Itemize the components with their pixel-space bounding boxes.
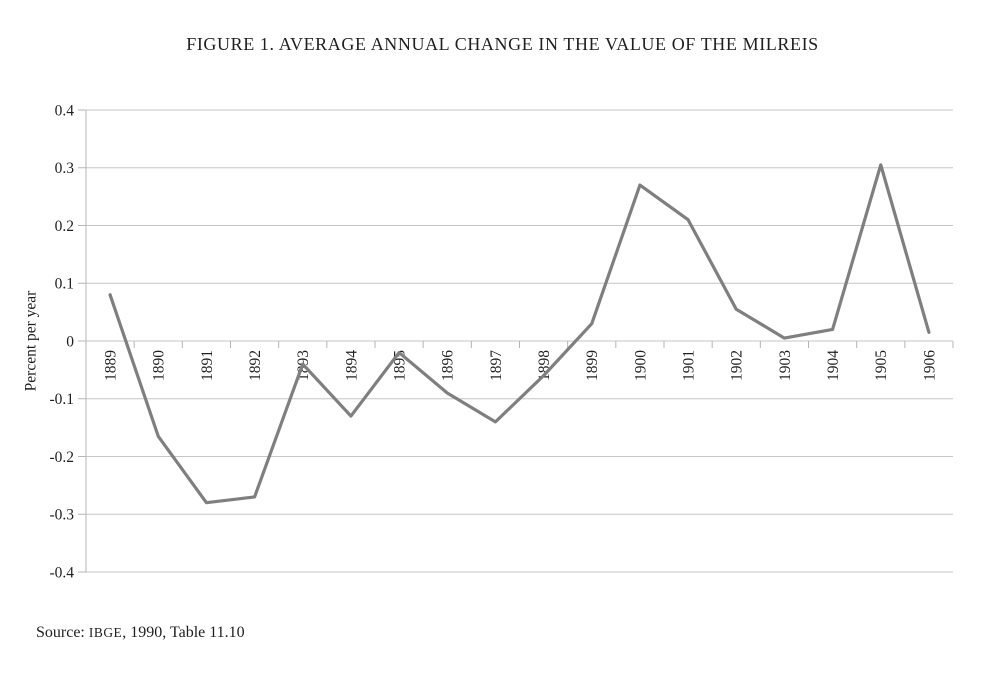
x-tick-label: 1890 bbox=[151, 350, 168, 381]
x-tick-label: 1891 bbox=[199, 350, 216, 381]
figure-title: FIGURE 1. AVERAGE ANNUAL CHANGE IN THE V… bbox=[186, 34, 819, 54]
source-citation: , 1990, Table 11.10 bbox=[122, 624, 245, 641]
y-tick-label: 0 bbox=[66, 333, 74, 350]
y-tick-label: 0.4 bbox=[55, 102, 75, 119]
x-tick-label: 1901 bbox=[681, 350, 698, 381]
x-tick-label: 1894 bbox=[343, 350, 360, 381]
x-tick-label: 1900 bbox=[632, 350, 649, 381]
x-tick-label: 1903 bbox=[777, 350, 794, 381]
y-tick-label: -0.4 bbox=[49, 564, 74, 581]
x-tick-label: 1899 bbox=[584, 350, 601, 381]
source-note: Source: IBGE, 1990, Table 11.10 bbox=[36, 624, 245, 642]
x-tick-label: 1905 bbox=[873, 350, 890, 381]
y-tick-label: -0.3 bbox=[49, 507, 74, 524]
y-tick-label: 0.3 bbox=[55, 160, 75, 177]
x-tick-label: 1896 bbox=[440, 350, 457, 381]
x-tick-label: 1902 bbox=[729, 350, 746, 381]
x-tick-label: 1897 bbox=[488, 350, 505, 381]
y-tick-label: 0.2 bbox=[55, 218, 74, 235]
y-tick-label: 0.1 bbox=[55, 276, 74, 293]
source-label: Source: bbox=[36, 624, 89, 641]
y-tick-label: -0.1 bbox=[49, 391, 74, 408]
x-tick-label: 1898 bbox=[536, 350, 553, 381]
x-tick-label: 1889 bbox=[103, 350, 120, 381]
source-org: IBGE bbox=[88, 625, 123, 640]
x-tick-label: 1906 bbox=[921, 350, 938, 381]
y-axis-title: Percent per year bbox=[22, 290, 39, 392]
chart-line bbox=[108, 163, 931, 505]
y-tick-label: -0.2 bbox=[49, 449, 74, 466]
x-tick-label: 1904 bbox=[825, 350, 842, 381]
x-tick-label: 1892 bbox=[247, 350, 264, 381]
